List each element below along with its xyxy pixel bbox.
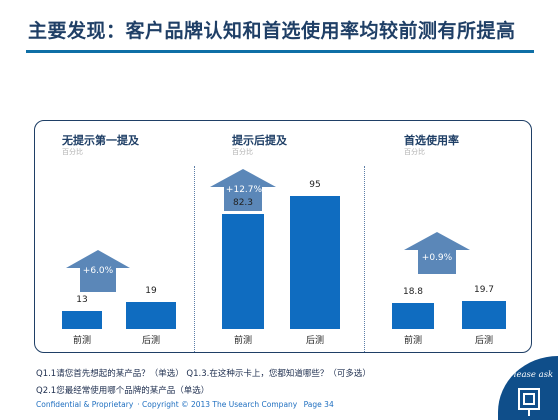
chart1-bar-pre — [62, 310, 102, 329]
chart1-value-post: 19 — [145, 286, 157, 297]
chart1-subtitle: 百分比 — [62, 148, 83, 156]
footer-confidential: Confidential & Proprietary — [36, 400, 134, 409]
chart3-value-pre: 18.8 — [402, 286, 424, 297]
chart2-change-arrow — [210, 169, 276, 211]
chart1-category-pre: 前测 — [72, 336, 91, 346]
chart2-title: 提示后提及 — [232, 134, 287, 147]
chart2-category-post: 后测 — [305, 336, 324, 346]
chart3-bar-pre — [392, 302, 434, 329]
chart-panel — [34, 120, 532, 353]
panel-separator — [194, 166, 195, 352]
chart3-change-label: +0.9% — [421, 253, 453, 263]
chart2-category-pre: 前测 — [233, 336, 252, 346]
chart1-title: 无提示第一提及 — [62, 134, 139, 147]
footer-page: Page 34 — [303, 400, 334, 409]
chart3-title: 首选使用率 — [404, 134, 459, 147]
title-divider — [26, 50, 534, 53]
chart1-category-post: 后测 — [141, 336, 160, 346]
question-text-2: Q2.1您最经常使用哪个品牌的某产品（单选） — [36, 386, 210, 396]
chart1-bar-post — [126, 302, 176, 329]
panel-separator — [364, 166, 365, 352]
footer: Confidential & Proprietary · Copyright © … — [36, 400, 334, 409]
chart2-subtitle: 百分比 — [232, 148, 253, 156]
chart2-change-label: +12.7% — [225, 185, 263, 195]
chart3-subtitle: 百分比 — [404, 148, 425, 156]
question-text-1: Q1.1请您首先想起的某产品？（单选） Q1.3.在这种示卡上，您都知道哪些？（… — [36, 369, 371, 379]
chart2-bar-post — [290, 196, 340, 329]
chart1-value-pre: 13 — [76, 294, 88, 305]
chart3-bar-post — [462, 301, 506, 329]
chart3-category-pre: 前测 — [403, 336, 422, 346]
chart1-change-label: +6.0% — [82, 266, 114, 276]
chart3-change-arrow — [404, 232, 470, 274]
chart2-value-pre: 82.3 — [232, 197, 254, 208]
chart3-category-post: 后测 — [474, 336, 493, 346]
chart1-change-arrow — [66, 250, 130, 292]
chart2-bar-pre — [222, 213, 264, 329]
chart2-value-post: 95 — [309, 180, 321, 190]
logo-text: Please ask — [508, 370, 554, 380]
footer-copyright: Copyright © 2013 The Usearch Company — [142, 400, 298, 409]
logo-knot-icon — [518, 388, 540, 416]
company-logo: Please ask — [498, 356, 558, 420]
chart3-value-post: 19.7 — [473, 285, 495, 296]
page-title: 主要发现：客户品牌认知和首选使用率均较前测有所提高 — [28, 20, 516, 42]
